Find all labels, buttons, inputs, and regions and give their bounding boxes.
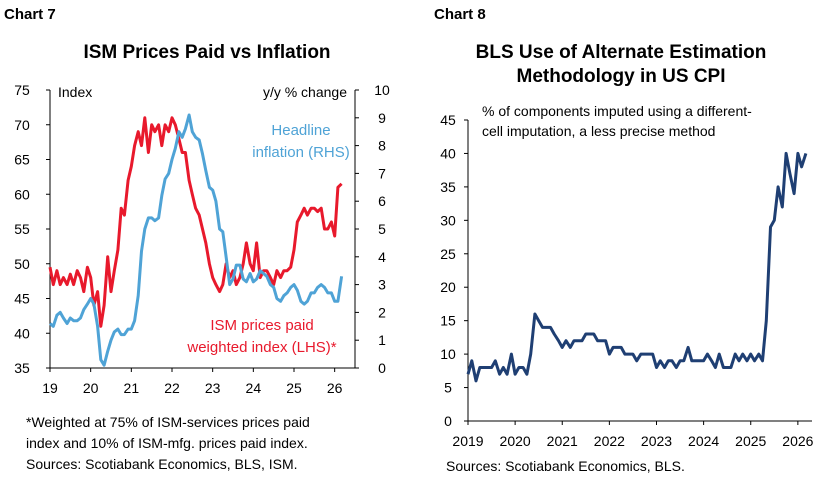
- y-tick-label: 35: [14, 360, 30, 376]
- y-tick-label: 5: [444, 380, 452, 396]
- x-tick-label: 2025: [735, 433, 766, 449]
- x-tick-label: 23: [205, 380, 221, 396]
- chart8-title-line2: Methodology in US CPI: [516, 66, 726, 87]
- y-tick-label: 20: [440, 279, 456, 295]
- chart8-sources: Sources: Scotiabank Economics, BLS.: [446, 458, 685, 474]
- x-tick-label: 22: [164, 380, 180, 396]
- x-tick-label: 2023: [641, 433, 672, 449]
- y2-tick-label: 5: [378, 221, 386, 237]
- y-tick-label: 60: [14, 186, 30, 202]
- chart7-title: ISM Prices Paid vs Inflation: [83, 42, 331, 63]
- y2-tick-label: 2: [378, 304, 386, 320]
- x-tick-label: 19: [42, 380, 58, 396]
- y-axis-label-line2: cell imputation, a less precise method: [482, 123, 715, 139]
- y-tick-label: 30: [440, 212, 456, 228]
- y-tick-label: 15: [440, 313, 456, 329]
- chart8-title: BLS Use of Alternate Estimation Methodol…: [414, 41, 828, 89]
- chart8-title-line1: BLS Use of Alternate Estimation: [475, 42, 767, 63]
- y-axis-label-line1: % of components imputed using a differen…: [482, 103, 752, 119]
- y-tick-label: 40: [14, 325, 30, 341]
- y-tick-label: 10: [440, 346, 456, 362]
- x-tick-label: 25: [286, 380, 302, 396]
- y2-tick-label: 9: [378, 110, 386, 126]
- y2-tick-label: 7: [378, 165, 386, 181]
- y-tick-label: 70: [14, 117, 30, 133]
- x-tick-label: 2019: [452, 433, 483, 449]
- ism-prices-paid-line: [48, 116, 343, 328]
- y-tick-label: 65: [14, 152, 30, 168]
- y-tick-label: 45: [14, 291, 30, 307]
- y-tick-label: 40: [440, 145, 456, 161]
- y-tick-label: 45: [440, 112, 456, 128]
- annotation-ism-line2: weighted index (LHS)*: [186, 339, 336, 356]
- x-tick-label: 21: [124, 380, 140, 396]
- y2-tick-label: 0: [378, 360, 386, 376]
- y-tick-label: 50: [14, 256, 30, 272]
- y-tick-label: 75: [14, 82, 30, 98]
- y2-tick-label: 3: [378, 277, 386, 293]
- y2-tick-label: 8: [378, 138, 386, 154]
- chart7-sources: Sources: Scotiabank Economics, BLS, ISM.: [26, 456, 298, 472]
- y-tick-label: 0: [444, 413, 452, 429]
- headline-inflation-line: [49, 113, 344, 367]
- chart8-label: Chart 8: [434, 6, 486, 23]
- y2-tick-label: 4: [378, 249, 386, 265]
- x-tick-label: 24: [246, 380, 262, 396]
- chart7-panel: Chart 7 ISM Prices Paid vs Inflation 35 4…: [4, 6, 390, 472]
- annotation-headline-line1: Headline: [271, 122, 330, 139]
- y2-tick-label: 1: [378, 332, 386, 348]
- x-tick-label: 26: [327, 380, 343, 396]
- x-tick-label: 20: [83, 380, 99, 396]
- y2-tick-label: 10: [374, 82, 390, 98]
- y-tick-label: 35: [440, 179, 456, 195]
- y-tick-label: 55: [14, 221, 30, 237]
- y-tick-label: 25: [440, 246, 456, 262]
- chart7-footnote-line1: *Weighted at 75% of ISM-services prices …: [26, 414, 310, 430]
- y-axis-label: Index: [58, 84, 92, 100]
- x-tick-label: 2024: [688, 433, 719, 449]
- annotation-headline-line2: inflation (RHS): [252, 144, 350, 161]
- x-tick-label: 2020: [500, 433, 531, 449]
- y2-tick-label: 6: [378, 193, 386, 209]
- y2-axis-label: y/y % change: [263, 84, 347, 100]
- chart7-footnote-line2: index and 10% of ISM-mfg. prices paid in…: [26, 435, 308, 451]
- x-tick-label: 2022: [594, 433, 625, 449]
- x-tick-label: 2021: [547, 433, 578, 449]
- chart8-panel: Chart 8 BLS Use of Alternate Estimation …: [414, 0, 828, 482]
- annotation-ism-line1: ISM prices paid: [210, 317, 313, 334]
- imputation-share-line: [466, 151, 808, 383]
- chart7-label: Chart 7: [4, 6, 56, 23]
- x-tick-label: 2026: [782, 433, 813, 449]
